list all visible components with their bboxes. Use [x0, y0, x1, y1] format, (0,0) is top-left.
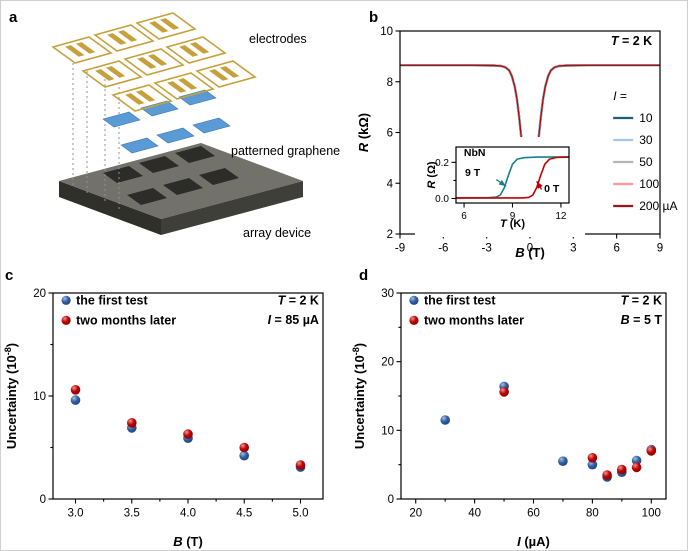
svg-text:6: 6: [613, 243, 619, 255]
panel-a-label: a: [9, 9, 18, 26]
svg-text:NbN: NbN: [464, 147, 486, 159]
svg-text:60: 60: [527, 508, 540, 520]
svg-text:8: 8: [387, 77, 393, 89]
svg-text:B (T): B (T): [515, 245, 545, 260]
label-patterned-graphene: patterned graphene: [231, 144, 340, 158]
svg-text:9 T: 9 T: [465, 167, 481, 179]
svg-text:two months later: two months later: [76, 313, 176, 327]
panel-d-label: d: [359, 267, 369, 284]
svg-text:20: 20: [33, 288, 46, 300]
svg-text:30: 30: [381, 288, 394, 300]
svg-text:100: 100: [639, 177, 659, 191]
label-array-device: array device: [243, 226, 311, 240]
svg-text:2: 2: [387, 229, 393, 241]
svg-text:-6: -6: [438, 243, 448, 255]
device-schematic: electrodes patterned graphene array devi…: [51, 12, 340, 240]
svg-text:B (T): B (T): [173, 534, 203, 549]
svg-text:Uncertainty (10-8): Uncertainty (10-8): [351, 343, 367, 449]
svg-text:100: 100: [642, 508, 661, 520]
svg-text:80: 80: [586, 508, 599, 520]
svg-text:T (K): T (K): [500, 218, 525, 230]
svg-text:two months later: two months later: [424, 313, 524, 327]
label-electrodes: electrodes: [249, 32, 307, 46]
chart-c-uncertainty-vs-field: 3.0 3.5 4.0 4.5 5.0 0 10 20 B (T) Uncertainty (10…: [3, 288, 324, 549]
svg-text:3: 3: [570, 243, 576, 255]
panel-a: a electrodes patterned graphene array de…: [1, 1, 353, 263]
svg-text:3.5: 3.5: [124, 508, 140, 520]
svg-text:4.0: 4.0: [180, 508, 196, 520]
svg-text:200 µA: 200 µA: [639, 199, 677, 213]
svg-text:0: 0: [388, 494, 394, 506]
svg-text:-9: -9: [395, 243, 405, 255]
svg-text:6: 6: [461, 211, 467, 222]
svg-text:20: 20: [409, 508, 422, 520]
svg-text:Uncertainty (10-8): Uncertainty (10-8): [3, 343, 19, 449]
svg-text:I = 85 µA: I = 85 µA: [268, 313, 319, 327]
svg-text:0.2: 0.2: [435, 158, 449, 169]
svg-text:I (µA): I (µA): [517, 534, 550, 549]
svg-text:4: 4: [387, 178, 394, 190]
svg-text:9: 9: [657, 243, 663, 255]
chart-b-inset-nbn: 6 9 12 0.0 0.2 T (K) R (Ω) NbN 9 T 0 T: [415, 137, 585, 237]
panel-c: c 3.0 3.5 4.0 4.5 5.0 0 10 20 B (T) Uncertainty (…: [1, 263, 349, 550]
svg-text:4.5: 4.5: [236, 508, 252, 520]
panel-b: b -9 -6 -3 0 3 6 9 2 4 6 8 10 B (T) R (kΩ) T = 2 K I = 1…: [353, 9, 687, 263]
svg-text:30: 30: [639, 133, 653, 147]
svg-text:20: 20: [381, 357, 394, 369]
svg-text:6: 6: [387, 128, 393, 140]
svg-text:B = 5 T: B = 5 T: [621, 313, 663, 327]
panel-d: d 20 40 60 80 100 0 10 20 30 I (µA) Uncertainty (1…: [349, 263, 687, 550]
svg-text:the first test: the first test: [76, 293, 148, 307]
svg-text:10: 10: [380, 26, 393, 38]
svg-text:the first test: the first test: [424, 293, 496, 307]
chart-d-uncertainty-vs-current: 20 40 60 80 100 0 10 20 30 I (µA) Uncertainty (10-…: [351, 288, 667, 549]
svg-text:0.0: 0.0: [435, 194, 449, 205]
panel-b-label: b: [369, 9, 379, 26]
svg-text:10: 10: [381, 425, 394, 437]
svg-text:3.0: 3.0: [68, 508, 84, 520]
svg-text:T = 2 K: T = 2 K: [278, 293, 319, 307]
svg-text:10: 10: [33, 391, 46, 403]
svg-text:40: 40: [468, 508, 481, 520]
svg-text:T = 2 K: T = 2 K: [611, 34, 652, 48]
device-schematic-shapes: [51, 12, 303, 235]
svg-text:0: 0: [40, 494, 46, 506]
svg-text:10: 10: [639, 111, 653, 125]
svg-text:I =: I =: [613, 89, 627, 103]
svg-text:12: 12: [555, 211, 567, 222]
svg-text:0 T: 0 T: [544, 183, 560, 195]
svg-text:R (Ω): R (Ω): [426, 161, 438, 188]
svg-text:50: 50: [639, 155, 653, 169]
svg-text:9: 9: [510, 211, 516, 222]
svg-text:-3: -3: [482, 243, 492, 255]
svg-text:R (kΩ): R (kΩ): [356, 113, 371, 152]
svg-text:0: 0: [527, 243, 533, 255]
svg-text:T = 2 K: T = 2 K: [621, 293, 662, 307]
svg-text:5.0: 5.0: [293, 508, 309, 520]
panel-c-label: c: [5, 267, 14, 284]
